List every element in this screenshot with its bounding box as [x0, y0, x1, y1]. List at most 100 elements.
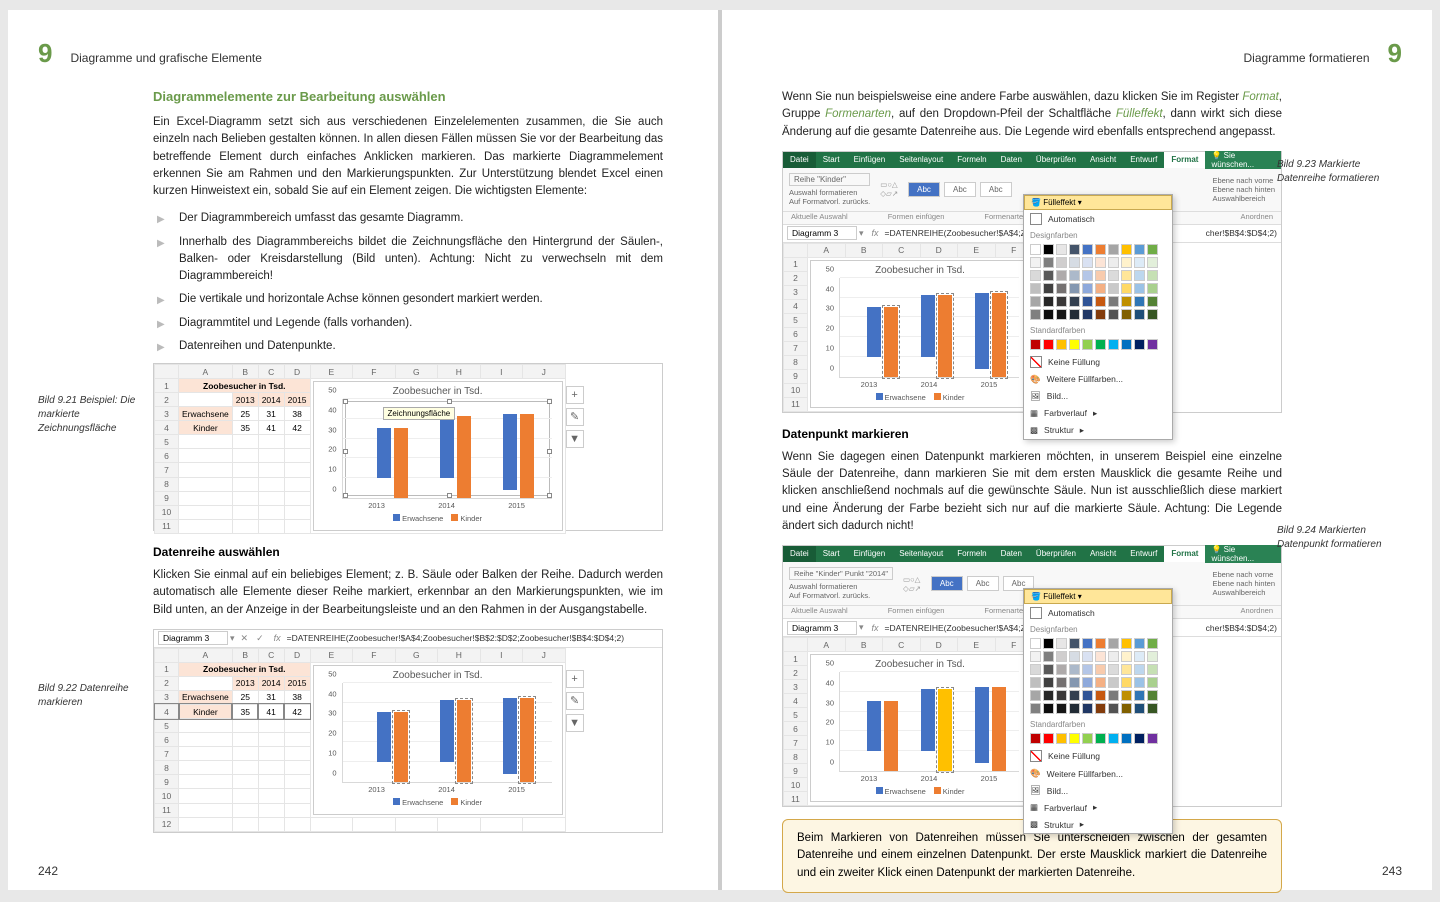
ribbon-tab[interactable]: Formeln: [950, 546, 993, 562]
color-swatch[interactable]: [1082, 309, 1093, 320]
color-swatch[interactable]: [1147, 677, 1158, 688]
ribbon-tab[interactable]: Einfügen: [847, 152, 893, 168]
name-box[interactable]: Diagramm 3: [787, 226, 857, 240]
ribbon-tab[interactable]: Überprüfen: [1029, 546, 1083, 562]
color-swatch[interactable]: [1030, 339, 1041, 350]
color-swatch[interactable]: [1121, 677, 1132, 688]
color-swatch[interactable]: [1134, 270, 1145, 281]
color-swatch[interactable]: [1134, 257, 1145, 268]
color-swatch[interactable]: [1108, 309, 1119, 320]
color-swatch[interactable]: [1056, 270, 1067, 281]
color-swatch[interactable]: [1134, 339, 1145, 350]
fx-icon[interactable]: fx: [872, 623, 879, 633]
color-swatch[interactable]: [1056, 690, 1067, 701]
color-swatch[interactable]: [1095, 283, 1106, 294]
color-swatch[interactable]: [1095, 296, 1106, 307]
dropdown-icon[interactable]: ▾: [230, 633, 235, 644]
color-swatch[interactable]: [1147, 270, 1158, 281]
color-swatch[interactable]: [1108, 733, 1119, 744]
no-fill[interactable]: Keine Füllung: [1024, 353, 1172, 371]
color-swatch[interactable]: [1095, 733, 1106, 744]
color-swatch[interactable]: [1082, 703, 1093, 714]
style-preset[interactable]: Abc: [908, 182, 940, 197]
color-swatch[interactable]: [1056, 339, 1067, 350]
more-colors[interactable]: 🎨 Weitere Füllfarben...: [1024, 765, 1172, 782]
color-swatch[interactable]: [1082, 283, 1093, 294]
color-swatch[interactable]: [1069, 733, 1080, 744]
color-swatch[interactable]: [1043, 309, 1054, 320]
color-swatch[interactable]: [1069, 296, 1080, 307]
color-swatch[interactable]: [1069, 283, 1080, 294]
color-swatch[interactable]: [1121, 257, 1132, 268]
ribbon-tab[interactable]: Einfügen: [847, 546, 893, 562]
color-swatch[interactable]: [1069, 703, 1080, 714]
no-fill[interactable]: Keine Füllung: [1024, 747, 1172, 765]
color-swatch[interactable]: [1134, 638, 1145, 649]
style-preset[interactable]: Abc: [944, 182, 976, 197]
chart-plus-icon[interactable]: +: [566, 386, 584, 404]
fulleffekt-button[interactable]: 🪣 Fülleffekt ▾: [1024, 589, 1172, 604]
color-swatch[interactable]: [1095, 244, 1106, 255]
selection-pane[interactable]: Auswahlbereich: [1212, 588, 1275, 597]
color-swatch[interactable]: [1082, 690, 1093, 701]
color-swatch[interactable]: [1147, 339, 1158, 350]
color-swatch[interactable]: [1134, 703, 1145, 714]
color-swatch[interactable]: [1056, 638, 1067, 649]
color-swatch[interactable]: [1147, 283, 1158, 294]
reset-format-btn[interactable]: Auf Formatvorl. zurücks.: [789, 197, 870, 206]
color-swatch[interactable]: [1121, 283, 1132, 294]
fx-icon[interactable]: fx: [872, 228, 879, 238]
color-swatch[interactable]: [1121, 296, 1132, 307]
color-swatch[interactable]: [1043, 296, 1054, 307]
color-swatch[interactable]: [1147, 664, 1158, 675]
color-swatch[interactable]: [1056, 664, 1067, 675]
color-swatch[interactable]: [1095, 270, 1106, 281]
color-swatch[interactable]: [1030, 296, 1041, 307]
fx-icon[interactable]: fx: [274, 633, 281, 643]
color-swatch[interactable]: [1134, 283, 1145, 294]
selected-data-point[interactable]: [938, 689, 952, 771]
color-swatch[interactable]: [1095, 677, 1106, 688]
color-swatch[interactable]: [1147, 651, 1158, 662]
color-swatch[interactable]: [1030, 309, 1041, 320]
color-swatch[interactable]: [1056, 244, 1067, 255]
ribbon-tab[interactable]: Ansicht: [1083, 546, 1123, 562]
tell-me[interactable]: 💡 Sie wünschen...: [1205, 545, 1281, 563]
color-swatch[interactable]: [1082, 664, 1093, 675]
color-swatch[interactable]: [1082, 244, 1093, 255]
style-preset[interactable]: Abc: [931, 576, 963, 591]
color-swatch[interactable]: [1030, 690, 1041, 701]
color-swatch[interactable]: [1121, 638, 1132, 649]
color-swatch[interactable]: [1056, 703, 1067, 714]
color-swatch[interactable]: [1108, 677, 1119, 688]
ribbon-tab[interactable]: Start: [816, 152, 847, 168]
chart-brush-icon[interactable]: ✎: [566, 692, 584, 710]
color-swatch[interactable]: [1095, 638, 1106, 649]
color-swatch[interactable]: [1069, 638, 1080, 649]
color-swatch[interactable]: [1030, 244, 1041, 255]
color-swatch[interactable]: [1030, 638, 1041, 649]
standard-swatches[interactable]: [1024, 336, 1172, 353]
color-swatch[interactable]: [1121, 703, 1132, 714]
color-swatch[interactable]: [1121, 690, 1132, 701]
color-swatch[interactable]: [1082, 339, 1093, 350]
color-swatch[interactable]: [1069, 257, 1080, 268]
color-swatch[interactable]: [1056, 677, 1067, 688]
color-swatch[interactable]: [1108, 664, 1119, 675]
color-swatch[interactable]: [1121, 339, 1132, 350]
color-swatch[interactable]: [1121, 733, 1132, 744]
color-swatch[interactable]: [1147, 703, 1158, 714]
color-swatch[interactable]: [1043, 664, 1054, 675]
color-swatch[interactable]: [1069, 690, 1080, 701]
color-swatch[interactable]: [1043, 733, 1054, 744]
color-swatch[interactable]: [1095, 703, 1106, 714]
automatic-color[interactable]: Automatisch: [1024, 210, 1172, 228]
color-swatch[interactable]: [1030, 703, 1041, 714]
ribbon-tab[interactable]: Daten: [994, 546, 1029, 562]
color-swatch[interactable]: [1030, 677, 1041, 688]
color-swatch[interactable]: [1030, 664, 1041, 675]
color-swatch[interactable]: [1134, 690, 1145, 701]
color-swatch[interactable]: [1095, 257, 1106, 268]
color-swatch[interactable]: [1069, 664, 1080, 675]
color-swatch[interactable]: [1121, 664, 1132, 675]
